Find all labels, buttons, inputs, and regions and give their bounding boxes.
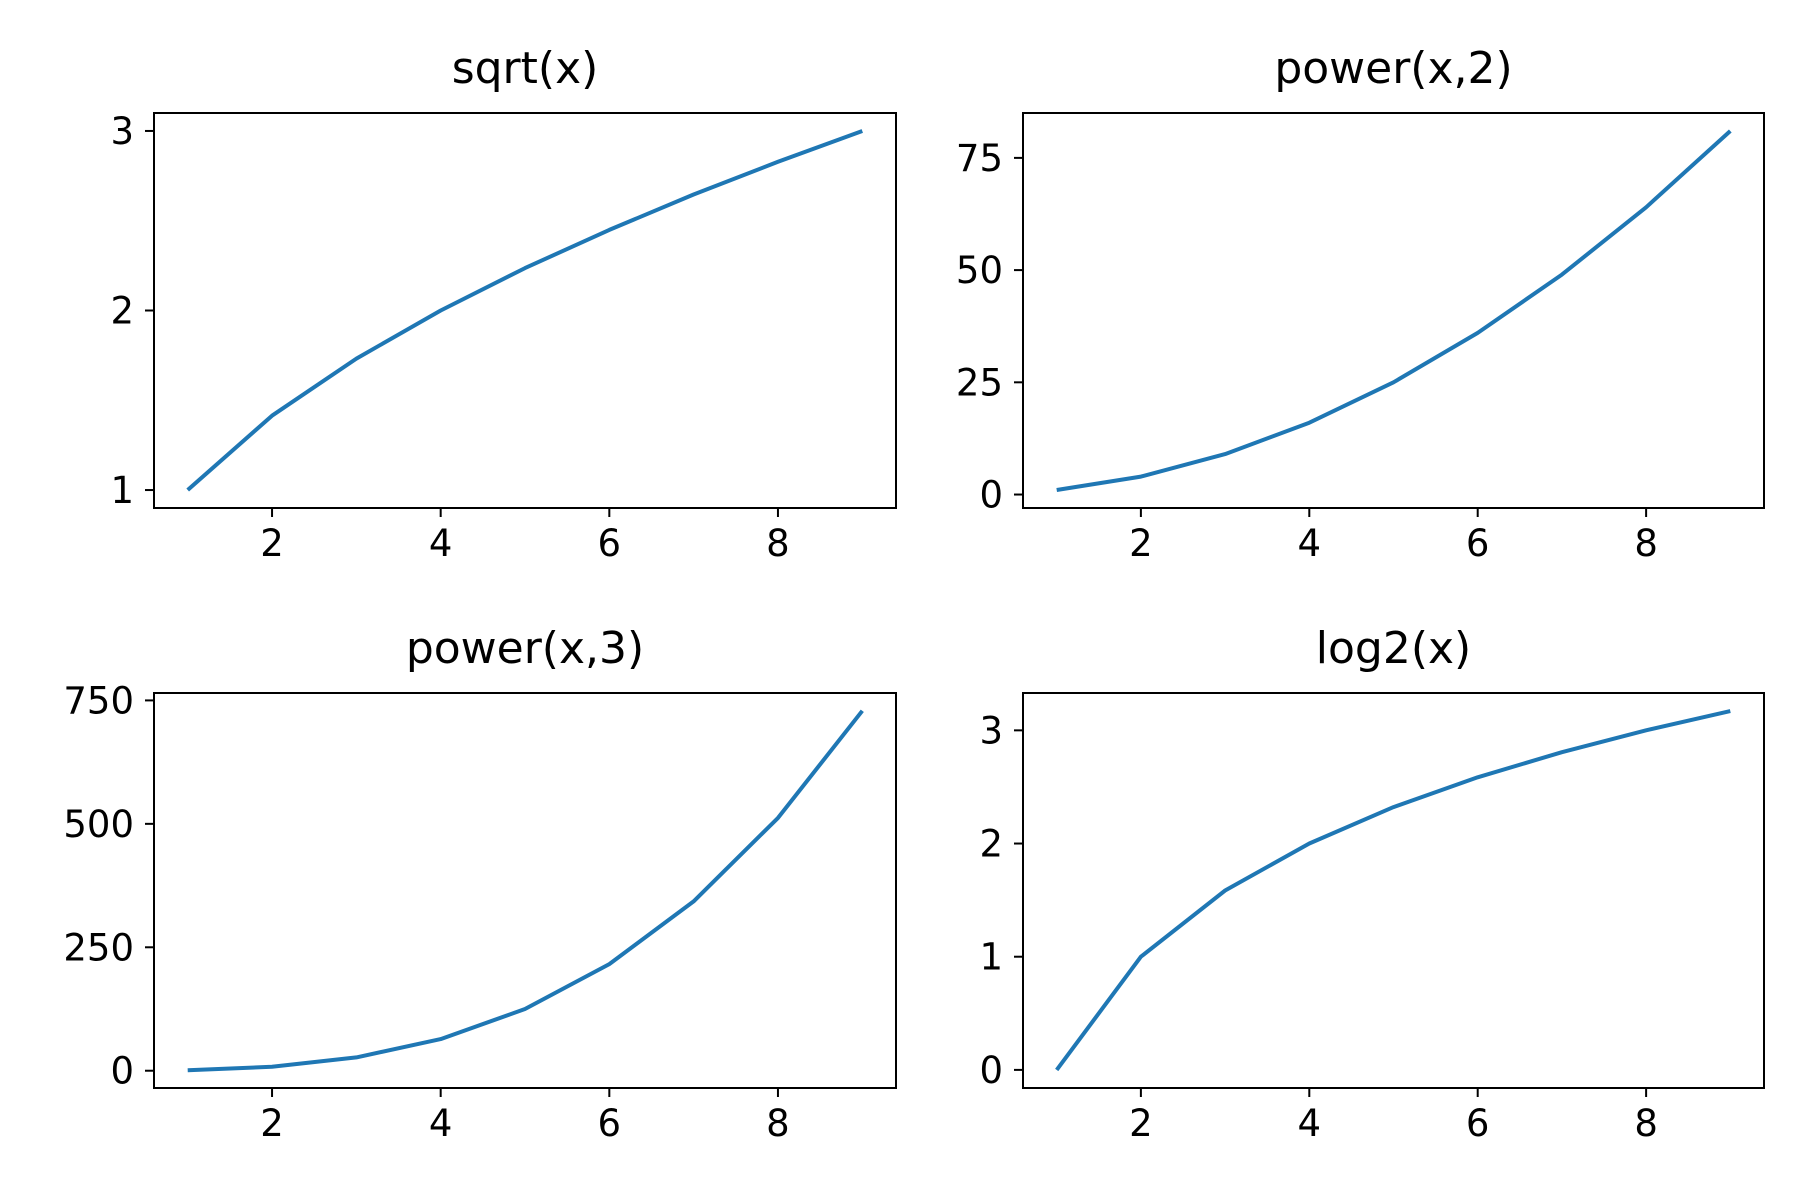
- x-tick-label: 2: [1129, 522, 1153, 565]
- y-tick-label: 0: [979, 1049, 1003, 1092]
- subplot-title: log2(x): [1316, 623, 1471, 674]
- y-tick-label: 250: [63, 926, 134, 969]
- x-tick-label: 4: [1298, 522, 1322, 565]
- axes-frame: [1022, 692, 1765, 1089]
- series-line: [186, 129, 863, 492]
- x-tick-label: 2: [260, 1102, 284, 1145]
- axes-frame: [1022, 112, 1765, 509]
- x-tick-label: 8: [766, 522, 790, 565]
- subplot-4: log2(x) 2 4 6 8 0 1 2 3: [979, 623, 1765, 1145]
- y-tick-label: 50: [956, 249, 1003, 292]
- subplot-1: sqrt(x) 2 4 6 8 1 2 3: [110, 43, 897, 565]
- x-tick-label: 2: [260, 522, 284, 565]
- y-tick-label: 750: [63, 679, 134, 722]
- x-tick-label: 6: [598, 522, 622, 565]
- series-line: [187, 709, 864, 1073]
- x-tick-label: 6: [1466, 1102, 1490, 1145]
- x-tick-label: 8: [1634, 522, 1658, 565]
- y-tick-label: 2: [979, 823, 1003, 866]
- x-tick-label: 4: [429, 1102, 453, 1145]
- y-tick-label: 3: [110, 110, 134, 153]
- series-line: [1055, 709, 1731, 1072]
- axes-frame: [153, 112, 897, 509]
- subplot-title: power(x,2): [1274, 43, 1512, 94]
- subplot-title: power(x,3): [406, 623, 644, 674]
- x-tick-label: 6: [1466, 522, 1490, 565]
- y-tick-label: 1: [110, 469, 134, 512]
- x-tick-label: 4: [429, 522, 453, 565]
- subplot-2: power(x,2) 2 4 6 8 0 25 50 75: [956, 43, 1765, 565]
- y-tick-label: 75: [956, 137, 1003, 180]
- y-tick-label: 500: [63, 803, 134, 846]
- subplot-3: power(x,3) 2 4 6 8 0 250 500 750: [63, 623, 897, 1145]
- x-tick-label: 8: [766, 1102, 790, 1145]
- axes-frame: [153, 692, 897, 1089]
- x-tick-label: 6: [598, 1102, 622, 1145]
- y-tick-label: 25: [956, 361, 1003, 404]
- x-tick-label: 8: [1634, 1102, 1658, 1145]
- series-line: [1056, 129, 1732, 492]
- subplot-title: sqrt(x): [452, 43, 599, 94]
- y-tick-label: 3: [979, 709, 1003, 752]
- y-tick-label: 0: [979, 474, 1003, 517]
- x-tick-label: 2: [1129, 1102, 1153, 1145]
- y-tick-label: 1: [979, 936, 1003, 979]
- x-tick-label: 4: [1298, 1102, 1322, 1145]
- y-tick-label: 0: [110, 1050, 134, 1093]
- y-tick-label: 2: [110, 290, 134, 333]
